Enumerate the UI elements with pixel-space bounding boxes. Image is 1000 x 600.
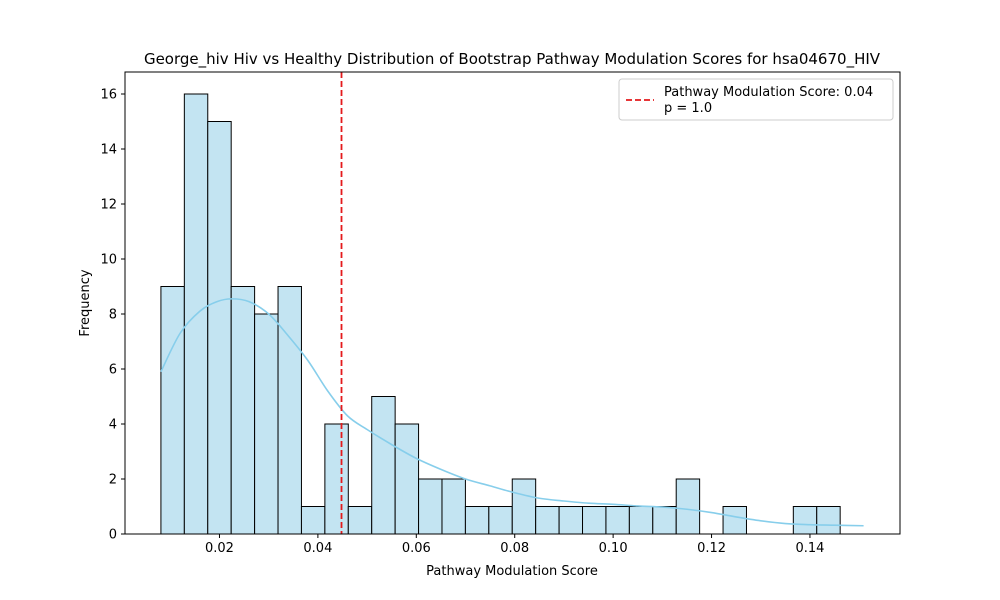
histogram-bar [652,506,677,535]
histogram-bar [300,506,326,535]
y-tick-label: 8 [109,308,117,323]
x-tick-label: 0.10 [599,541,628,556]
histogram-bar [675,478,701,535]
histogram-bar [347,506,373,535]
y-axis-label: Frequency [78,269,93,336]
y-tick-label: 0 [109,528,117,543]
histogram-bar [722,506,747,535]
x-tick-label: 0.04 [303,541,332,556]
histogram-bar [324,423,349,535]
histogram-bar [207,121,232,535]
histogram-bar [441,478,466,535]
histogram-bar [582,506,607,535]
legend-box [618,78,894,121]
histogram-bar [535,506,560,535]
histogram-bar [464,506,490,535]
histogram-bar [394,423,420,535]
histogram-bar [628,506,654,535]
x-tick-label: 0.12 [697,541,726,556]
y-tick-label: 14 [100,143,117,158]
histogram-bar [792,506,818,535]
histogram-bar [605,506,630,535]
histogram-bar [254,313,279,535]
y-tick-label: 6 [109,363,117,378]
histogram-bar [558,506,584,535]
chart-title: George_hiv Hiv vs Healthy Distribution o… [144,50,881,69]
legend: Pathway Modulation Score: 0.04 p = 1.0 [618,78,894,121]
plot-frame [124,71,901,535]
legend-label-score: Pathway Modulation Score: 0.04 [664,85,873,100]
y-tick-label: 2 [109,473,117,488]
y-tick-label: 4 [109,418,117,433]
histogram-bar [160,286,185,535]
x-tick-label: 0.14 [795,541,824,556]
y-tick-label: 12 [100,198,117,213]
histogram-bar [371,396,396,535]
x-axis-label: Pathway Modulation Score [426,564,598,579]
histogram-bars [160,93,841,535]
y-tick-label: 10 [100,253,117,268]
histogram-bar [418,478,443,535]
histogram-bar [488,506,513,535]
y-tick-label: 16 [100,88,117,103]
histogram-bar [230,286,256,535]
y-axis-ticks: 0 2 4 6 8 10 12 14 16 [100,88,125,543]
x-axis-ticks: 0.02 0.04 0.06 0.08 0.10 0.12 0.14 [205,534,824,556]
x-tick-label: 0.08 [500,541,529,556]
histogram-bar [511,478,537,535]
histogram-bar [277,286,302,535]
legend-label-pvalue: p = 1.0 [664,101,712,116]
x-tick-label: 0.06 [402,541,431,556]
kde-curve [160,298,864,527]
x-tick-label: 0.02 [205,541,234,556]
histogram-bar [816,506,841,535]
